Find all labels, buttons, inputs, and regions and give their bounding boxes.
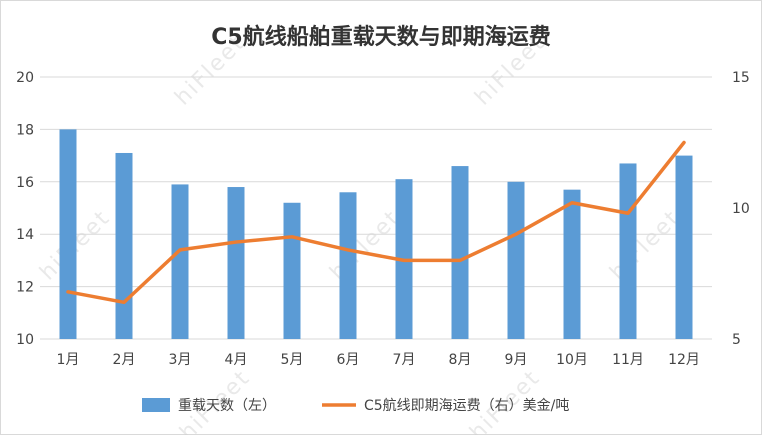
x-tick-label: 5月	[281, 352, 304, 368]
chart-title: C5航线船舶重载天数与即期海运费	[211, 24, 550, 50]
x-tick-label: 10月	[556, 352, 588, 368]
bar	[619, 163, 637, 339]
left-axis: 10 12 14 16 18 20	[16, 70, 34, 348]
bar	[507, 181, 525, 339]
legend: 重载天数（左） C5航线即期海运费（右）美金/吨	[142, 398, 569, 414]
x-tick-label: 6月	[337, 352, 360, 368]
bar	[59, 129, 77, 339]
left-tick-label: 12	[16, 280, 34, 296]
left-tick-label: 14	[16, 227, 34, 243]
right-tick-label: 15	[732, 70, 750, 86]
legend-swatch-bar	[142, 398, 170, 412]
x-tick-label: 3月	[169, 352, 192, 368]
x-tick-label: 8月	[449, 352, 472, 368]
bar	[563, 189, 581, 339]
x-axis: 1月 2月 3月 4月 5月 6月 7月 8月 9月 10月 11月 12月	[57, 352, 700, 368]
left-tick-label: 18	[16, 122, 34, 138]
right-tick-label: 5	[732, 332, 741, 348]
left-tick-label: 16	[16, 175, 34, 191]
x-tick-label: 7月	[393, 352, 416, 368]
bar	[451, 166, 469, 339]
bar	[171, 184, 189, 339]
grid-layer	[40, 76, 712, 340]
bar	[339, 192, 357, 339]
legend-label: C5航线即期海运费（右）美金/吨	[364, 398, 569, 414]
right-tick-label: 10	[732, 201, 750, 217]
series-line	[66, 140, 686, 305]
x-tick-label: 2月	[113, 352, 136, 368]
left-tick-label: 20	[16, 70, 34, 86]
legend-label: 重载天数（左）	[178, 398, 276, 414]
right-axis: 5 10 15	[732, 70, 750, 348]
line-layer	[66, 140, 686, 305]
x-tick-label: 12月	[668, 352, 700, 368]
x-tick-label: 9月	[505, 352, 528, 368]
bar	[283, 202, 301, 339]
bar	[115, 152, 133, 339]
x-tick-label: 1月	[57, 352, 80, 368]
bar	[227, 187, 245, 339]
left-tick-label: 10	[16, 332, 34, 348]
x-tick-label: 11月	[612, 352, 644, 368]
x-tick-label: 4月	[225, 352, 248, 368]
bar	[675, 155, 693, 339]
